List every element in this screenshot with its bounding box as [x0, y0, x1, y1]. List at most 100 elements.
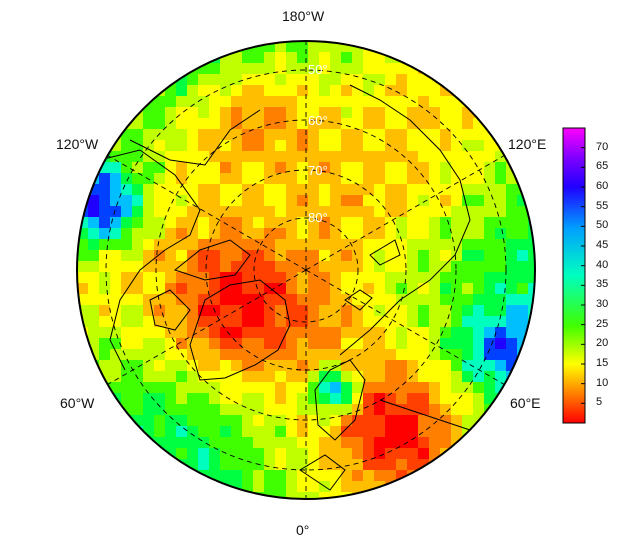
data-cell: [484, 272, 496, 284]
data-cell: [286, 52, 298, 64]
data-cell: [352, 206, 364, 218]
data-cell: [132, 338, 144, 350]
data-cell: [253, 118, 265, 130]
data-cell: [275, 41, 287, 53]
data-cell: [143, 382, 155, 394]
data-cell: [187, 151, 199, 163]
data-cell: [253, 52, 265, 64]
data-cell: [121, 184, 133, 196]
data-cell: [297, 283, 309, 295]
data-cell: [99, 162, 111, 174]
data-cell: [506, 305, 518, 317]
data-cell: [110, 140, 122, 152]
data-cell: [352, 305, 364, 317]
uk-outline: [299, 454, 346, 491]
data-cell: [275, 173, 287, 185]
data-cell: [473, 349, 485, 361]
data-cell: [154, 96, 166, 108]
data-cell: [319, 239, 331, 251]
data-cell: [341, 459, 353, 471]
data-cell: [264, 272, 276, 284]
data-cell: [242, 96, 254, 108]
data-cell: [297, 481, 309, 493]
data-cell: [165, 118, 177, 130]
data-cell: [154, 140, 166, 152]
data-cell: [132, 184, 144, 196]
data-cell: [385, 195, 397, 207]
data-cell: [462, 327, 474, 339]
data-cell: [374, 217, 386, 229]
data-cell: [363, 261, 375, 273]
data-cell: [143, 239, 155, 251]
data-cell: [253, 74, 265, 86]
data-cell: [231, 140, 243, 152]
data-cell: [231, 272, 243, 284]
data-cell: [396, 382, 408, 394]
data-cell: [121, 272, 133, 284]
data-cell: [297, 63, 309, 75]
data-cell: [154, 261, 166, 273]
data-cell: [418, 118, 430, 130]
data-cell: [473, 184, 485, 196]
data-cell: [440, 349, 452, 361]
data-cell: [374, 492, 386, 499]
data-cell: [242, 360, 254, 372]
data-cell: [264, 206, 276, 218]
data-cell: [451, 283, 463, 295]
data-cell: [220, 63, 232, 75]
data-cell: [330, 63, 342, 75]
data-cell: [253, 327, 265, 339]
data-cell: [374, 118, 386, 130]
data-cell: [341, 107, 353, 119]
data-cell: [363, 173, 375, 185]
data-cell: [187, 459, 199, 471]
data-cell: [286, 338, 298, 350]
data-cell: [275, 195, 287, 207]
data-cell: [99, 195, 111, 207]
data-cell: [341, 52, 353, 64]
data-cell: [330, 151, 342, 163]
data-cell: [352, 371, 364, 383]
data-cell: [451, 393, 463, 405]
data-cell: [363, 393, 375, 405]
data-cell: [363, 74, 375, 86]
data-cell: [198, 338, 210, 350]
data-cell: [418, 239, 430, 251]
data-cell: [308, 437, 320, 449]
data-cell: [176, 393, 188, 405]
data-cell: [165, 283, 177, 295]
data-cell: [88, 371, 100, 383]
data-cell: [341, 349, 353, 361]
data-cell: [198, 195, 210, 207]
data-cell: [253, 250, 265, 262]
data-cell: [319, 140, 331, 152]
data-cell: [275, 52, 287, 64]
data-cell: [495, 173, 507, 185]
data-cell: [242, 63, 254, 75]
data-cell: [209, 151, 221, 163]
data-cell: [132, 305, 144, 317]
data-cell: [143, 250, 155, 262]
data-cell: [341, 261, 353, 273]
data-cell: [363, 195, 375, 207]
data-cell: [308, 41, 320, 53]
data-cell: [319, 96, 331, 108]
data-cell: [198, 393, 210, 405]
data-cell: [396, 206, 408, 218]
data-cell: [143, 96, 155, 108]
data-cell: [143, 162, 155, 174]
data-cell: [429, 118, 441, 130]
data-cell: [352, 470, 364, 482]
data-cell: [484, 371, 496, 383]
data-cell: [154, 184, 166, 196]
data-cell: [209, 173, 221, 185]
data-cell: [286, 206, 298, 218]
data-cell: [110, 360, 122, 372]
data-cell: [473, 129, 485, 141]
data-cell: [77, 305, 89, 317]
data-cell: [451, 316, 463, 328]
data-cell: [374, 360, 386, 372]
data-cell: [352, 393, 364, 405]
data-cell: [220, 338, 232, 350]
data-cell: [374, 96, 386, 108]
